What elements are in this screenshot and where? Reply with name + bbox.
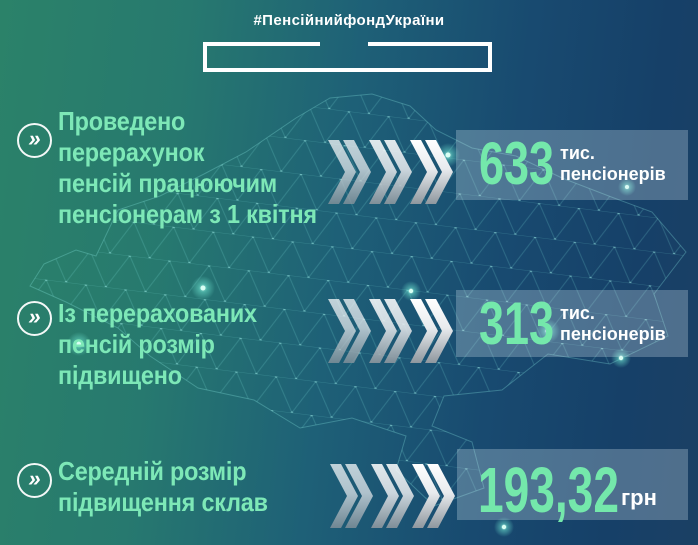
stat-unit-3: грн [621,485,657,510]
double-chevron-glyph: » [28,465,41,491]
double-chevron-badge-icon: » [17,301,52,336]
box-border-segment [368,42,492,46]
box-border-segment [488,42,492,72]
double-chevron-glyph: » [28,125,41,151]
stat-label-2: Із перерахованих пенсій розмір підвищено [58,298,257,390]
double-chevron-badge-icon: » [17,463,52,498]
stat-label-3: Середній розмір підвищення склав [58,456,268,517]
stat-unit-2: тис. пенсіонерів [560,303,666,344]
chevrons-arrow-icon [328,140,453,204]
stat-label-1: Проведено перерахунок пенсій працюючим п… [58,106,317,229]
ukraine-silhouette [29,93,687,507]
logo-placeholder-box [203,42,492,72]
value-panel-3: 193,32 грн [457,449,688,526]
stat-value-3: 193,32 [478,454,619,526]
value-panel-1: 633 тис. пенсіонерів [456,130,688,200]
stat-value-2: 313 [479,290,555,357]
box-border-segment [203,68,492,72]
chevrons-arrow-icon [330,464,455,528]
stat-unit-1: тис. пенсіонерів [560,143,666,184]
double-chevron-glyph: » [28,303,41,329]
box-border-segment [203,42,320,46]
hashtag-title: #ПенсійнийфондУкраїни [253,12,445,29]
stat-value-1: 633 [479,130,555,197]
double-chevron-badge-icon: » [17,123,52,158]
chevrons-arrow-icon [328,299,453,363]
glow-dots [67,143,636,537]
value-panel-2: 313 тис. пенсіонерів [456,290,688,357]
box-border-segment [203,42,207,72]
